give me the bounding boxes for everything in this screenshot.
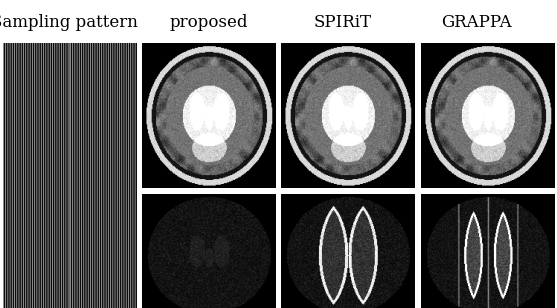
Text: Sampling pattern: Sampling pattern <box>0 14 138 30</box>
Text: GRAPPA: GRAPPA <box>441 14 511 30</box>
Text: proposed: proposed <box>170 14 248 30</box>
Text: SPIRiT: SPIRiT <box>314 14 372 30</box>
